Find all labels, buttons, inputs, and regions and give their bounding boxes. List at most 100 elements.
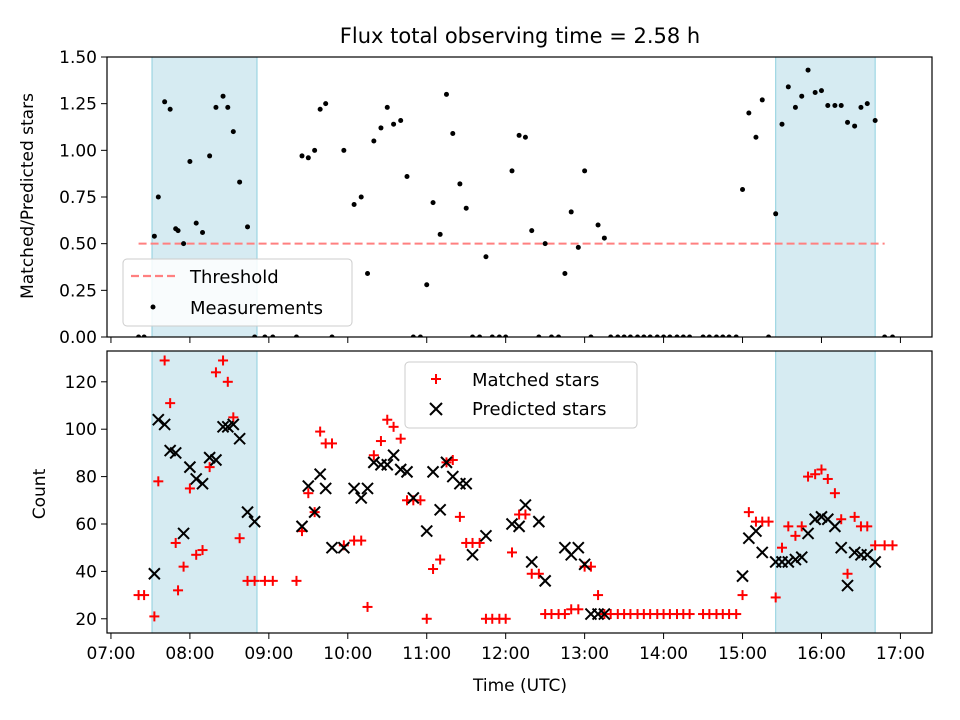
- predicted-stars-point: [295, 520, 309, 533]
- predicted-stars-point: [347, 482, 361, 495]
- matched-legend-swatch: [431, 374, 441, 384]
- matched-stars-point: [291, 575, 302, 586]
- measurement-point: [329, 334, 335, 337]
- measurement-point: [542, 241, 548, 247]
- matched-stars-point: [197, 545, 208, 556]
- measurement-point: [608, 334, 614, 337]
- measurement-point: [529, 228, 535, 234]
- measurement-point: [845, 119, 851, 125]
- matched-stars-point: [153, 476, 164, 487]
- measurement-point: [667, 334, 673, 337]
- matched-stars-point: [836, 514, 847, 525]
- measurement-point: [371, 138, 377, 144]
- measurement-point: [766, 334, 772, 337]
- measurement-point: [391, 121, 397, 127]
- predicted-stars-point: [835, 541, 848, 554]
- predicted-stars-point: [801, 527, 815, 540]
- matched-stars-point: [159, 355, 170, 366]
- predicted-stars-point: [367, 456, 381, 469]
- measurement-point: [852, 123, 858, 129]
- plot-area: [136, 67, 896, 337]
- measurement-point: [832, 103, 838, 109]
- measurement-point: [575, 244, 581, 250]
- matched-stars-point: [454, 511, 465, 522]
- matched-stars-point: [777, 542, 787, 553]
- measurement-point: [726, 334, 732, 337]
- measurement-point: [351, 201, 357, 207]
- predicted-stars-point: [525, 555, 538, 569]
- matched-stars-point: [790, 530, 801, 541]
- measurement-point: [733, 334, 739, 337]
- predicted-stars-point: [505, 517, 519, 531]
- y-tick-label: 100: [65, 420, 97, 440]
- matched-stars-point: [743, 507, 754, 518]
- measurement-point: [627, 334, 633, 337]
- x-tick-label: 10:00: [323, 644, 372, 664]
- predicted-stars-point: [319, 482, 332, 495]
- measurement-point: [785, 84, 791, 90]
- axes-frame: [106, 350, 933, 634]
- predicted-stars-point: [216, 420, 230, 434]
- matched-stars-point: [327, 438, 337, 449]
- matched-stars-point: [362, 601, 373, 612]
- predicted-stars-point: [736, 569, 749, 583]
- measurement-point: [463, 205, 469, 211]
- measurement-point: [674, 334, 680, 337]
- measurement-point: [621, 334, 627, 337]
- shaded-interval-0: [151, 350, 258, 634]
- matched-stars-point: [267, 575, 278, 586]
- measurement-point: [489, 334, 495, 337]
- matched-stars-point: [684, 609, 695, 620]
- matched-stars-point: [139, 590, 150, 601]
- y-tick-label: 0.50: [59, 235, 97, 255]
- predicted-stars-point: [381, 458, 394, 471]
- measurement-point: [317, 106, 323, 112]
- measurement-point: [207, 153, 213, 159]
- predicted-stars-point: [440, 456, 453, 469]
- predicted-stars-point: [426, 465, 440, 479]
- matched-stars-point: [368, 450, 379, 461]
- predicted-stars-point: [325, 541, 339, 554]
- measurement-point: [838, 103, 844, 109]
- predicted-stars-point: [177, 527, 190, 540]
- measurement-point: [262, 334, 268, 337]
- predicted-stars-point: [308, 505, 321, 519]
- measurement-point: [588, 334, 594, 337]
- y-tick-label: 1.50: [59, 48, 97, 68]
- measurement-point: [720, 334, 726, 337]
- measurement-point: [151, 233, 157, 239]
- measurement-point: [864, 101, 870, 107]
- matched-stars-point: [218, 355, 229, 366]
- y-tick-label: 1.00: [59, 141, 97, 161]
- matched-stars-point: [249, 575, 260, 586]
- measurement-point: [410, 334, 416, 337]
- predicted-stars-point: [248, 515, 261, 528]
- matched-stars-point: [228, 412, 239, 423]
- measurement-point: [443, 91, 449, 97]
- measurement-point: [457, 181, 463, 187]
- predicted-stars-point: [868, 555, 882, 569]
- measurement-point: [700, 334, 706, 337]
- measurement-point: [398, 117, 404, 123]
- measurement-point: [759, 97, 765, 103]
- measurement-point: [155, 194, 161, 200]
- y-tick-label: 0.75: [59, 188, 97, 208]
- threshold-legend-label: Threshold: [189, 267, 279, 288]
- matched-stars-point: [593, 590, 604, 601]
- measurement-point: [167, 106, 173, 112]
- predicted-stars-point: [479, 529, 493, 543]
- matched-stars-point: [763, 516, 774, 527]
- bottom-legend-box: [404, 361, 638, 429]
- matched-stars-point: [178, 561, 189, 572]
- predicted-stars-point: [400, 465, 414, 479]
- matched-stars-point: [421, 613, 432, 624]
- predicted-stars-point: [183, 460, 197, 474]
- y-tick-label: 0.25: [59, 281, 97, 301]
- y-tick-label: 80: [75, 468, 97, 488]
- matched-stars-point: [210, 367, 221, 378]
- y-tick-label: 20: [75, 610, 97, 630]
- matched-stars-point: [165, 398, 176, 409]
- measurement-point: [162, 99, 168, 105]
- predicted-stars-point: [466, 548, 479, 562]
- measurement-point: [245, 224, 251, 230]
